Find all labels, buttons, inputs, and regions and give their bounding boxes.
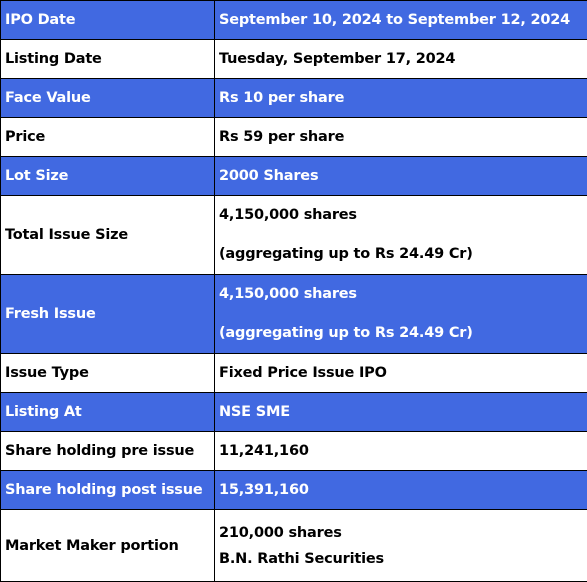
row-value: 4,150,000 shares (aggregating up to Rs 2… [215, 196, 587, 275]
row-value: 4,150,000 shares (aggregating up to Rs 2… [215, 275, 587, 354]
value-line-aggregate: (aggregating up to Rs 24.49 Cr) [219, 235, 587, 274]
row-label: Issue Type [1, 354, 215, 393]
row-label: Price [1, 118, 215, 157]
row-value: 2000 Shares [215, 157, 587, 196]
row-label: Lot Size [1, 157, 215, 196]
table-row-total-issue-size: Total Issue Size 4,150,000 shares (aggre… [1, 196, 587, 275]
row-value: 15,391,160 [215, 471, 587, 510]
row-value: 210,000 shares B.N. Rathi Securities [215, 510, 587, 582]
row-value: 11,241,160 [215, 432, 587, 471]
table-row-share-holding-pre: Share holding pre issue 11,241,160 [1, 432, 587, 471]
row-label: Face Value [1, 79, 215, 118]
row-label: Share holding post issue [1, 471, 215, 510]
table-row-ipo-date: IPO Date September 10, 2024 to September… [1, 1, 587, 40]
value-line-shares: 4,150,000 shares [219, 275, 587, 314]
row-label: Fresh Issue [1, 275, 215, 354]
table-row-issue-type: Issue Type Fixed Price Issue IPO [1, 354, 587, 393]
value-line-aggregate: (aggregating up to Rs 24.49 Cr) [219, 314, 587, 353]
table-row-price: Price Rs 59 per share [1, 118, 587, 157]
row-value: Tuesday, September 17, 2024 [215, 40, 587, 79]
row-label: Share holding pre issue [1, 432, 215, 471]
row-label: Market Maker portion [1, 510, 215, 582]
row-value: NSE SME [215, 393, 587, 432]
table-row-listing-at: Listing At NSE SME [1, 393, 587, 432]
table-row-listing-date: Listing Date Tuesday, September 17, 2024 [1, 40, 587, 79]
value-line-shares: 210,000 shares [219, 520, 587, 546]
table-row-lot-size: Lot Size 2000 Shares [1, 157, 587, 196]
row-value: Fixed Price Issue IPO [215, 354, 587, 393]
row-label: Listing Date [1, 40, 215, 79]
table-row-share-holding-post: Share holding post issue 15,391,160 [1, 471, 587, 510]
table-row-market-maker: Market Maker portion 210,000 shares B.N.… [1, 510, 587, 582]
row-value: Rs 59 per share [215, 118, 587, 157]
table-row-fresh-issue: Fresh Issue 4,150,000 shares (aggregatin… [1, 275, 587, 354]
row-label: IPO Date [1, 1, 215, 40]
row-label: Listing At [1, 393, 215, 432]
row-value: Rs 10 per share [215, 79, 587, 118]
value-line-shares: 4,150,000 shares [219, 196, 587, 235]
row-value: September 10, 2024 to September 12, 2024 [215, 1, 587, 40]
row-label: Total Issue Size [1, 196, 215, 275]
table-row-face-value: Face Value Rs 10 per share [1, 79, 587, 118]
value-line-market-maker: B.N. Rathi Securities [219, 546, 587, 572]
